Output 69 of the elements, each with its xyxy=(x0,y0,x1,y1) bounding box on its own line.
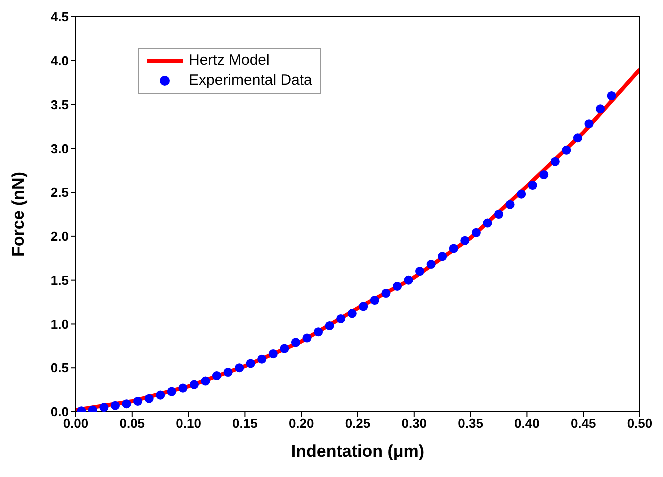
point xyxy=(348,309,357,318)
point xyxy=(550,157,560,166)
point xyxy=(382,288,391,298)
point xyxy=(392,282,402,291)
point xyxy=(438,252,448,262)
x-tick-label: 0.50 xyxy=(627,416,653,432)
point xyxy=(359,302,368,312)
point xyxy=(178,384,188,393)
point xyxy=(517,190,526,199)
point xyxy=(235,364,244,373)
y-tick-label: 1.5 xyxy=(50,272,69,288)
point xyxy=(156,390,166,400)
y-tick-label: 2.5 xyxy=(50,185,69,200)
x-tick-label: 0.35 xyxy=(458,416,484,432)
x-axis-title: Indentation (μm) xyxy=(291,442,425,461)
point xyxy=(100,403,109,412)
point xyxy=(325,321,334,330)
point xyxy=(134,396,143,406)
point xyxy=(573,134,582,143)
point xyxy=(460,236,470,246)
point xyxy=(584,120,594,129)
y-tick-label: 0.5 xyxy=(50,360,69,376)
point xyxy=(268,350,278,359)
x-tick-label: 0.10 xyxy=(176,416,202,432)
point xyxy=(291,338,300,348)
point xyxy=(190,380,199,390)
point xyxy=(449,244,458,254)
point xyxy=(280,344,290,354)
point xyxy=(246,359,256,368)
point xyxy=(494,210,504,220)
point xyxy=(144,394,154,404)
point xyxy=(122,400,132,409)
point xyxy=(224,368,233,378)
point xyxy=(540,170,549,180)
point xyxy=(336,314,346,324)
y-tick-label: 3.0 xyxy=(50,141,69,156)
point xyxy=(506,200,515,210)
y-tick-label: 2.0 xyxy=(50,229,69,244)
y-tick-label: 4.5 xyxy=(50,10,69,25)
point xyxy=(483,218,492,228)
x-tick-label: 0.40 xyxy=(514,416,540,432)
point xyxy=(426,260,436,270)
x-tick-label: 0.30 xyxy=(402,416,428,432)
point xyxy=(472,228,481,238)
point xyxy=(528,181,538,190)
point xyxy=(302,334,312,343)
x-tick-label: 0.15 xyxy=(232,416,258,432)
legend-label: Hertz Model xyxy=(189,51,270,71)
x-tick-label: 0.20 xyxy=(288,416,314,432)
point xyxy=(212,372,222,381)
point xyxy=(110,401,120,410)
point xyxy=(404,276,414,285)
point xyxy=(258,354,267,364)
point xyxy=(167,387,176,396)
x-tick-label: 0.05 xyxy=(120,416,146,432)
y-axis-title: Force (nN) xyxy=(9,172,28,257)
y-tick-label: 3.5 xyxy=(50,97,69,112)
y-tick-label: 1.0 xyxy=(50,316,69,332)
point xyxy=(416,267,425,276)
point xyxy=(201,376,210,386)
x-tick-label: 0.45 xyxy=(570,416,596,432)
point xyxy=(596,104,606,114)
y-tick-label: 4.0 xyxy=(50,54,69,69)
point xyxy=(314,328,324,337)
point xyxy=(562,146,572,155)
point xyxy=(607,91,616,101)
x-tick-label: 0.25 xyxy=(345,416,371,432)
point xyxy=(370,296,380,306)
legend-label: Experimental Data xyxy=(189,71,312,91)
